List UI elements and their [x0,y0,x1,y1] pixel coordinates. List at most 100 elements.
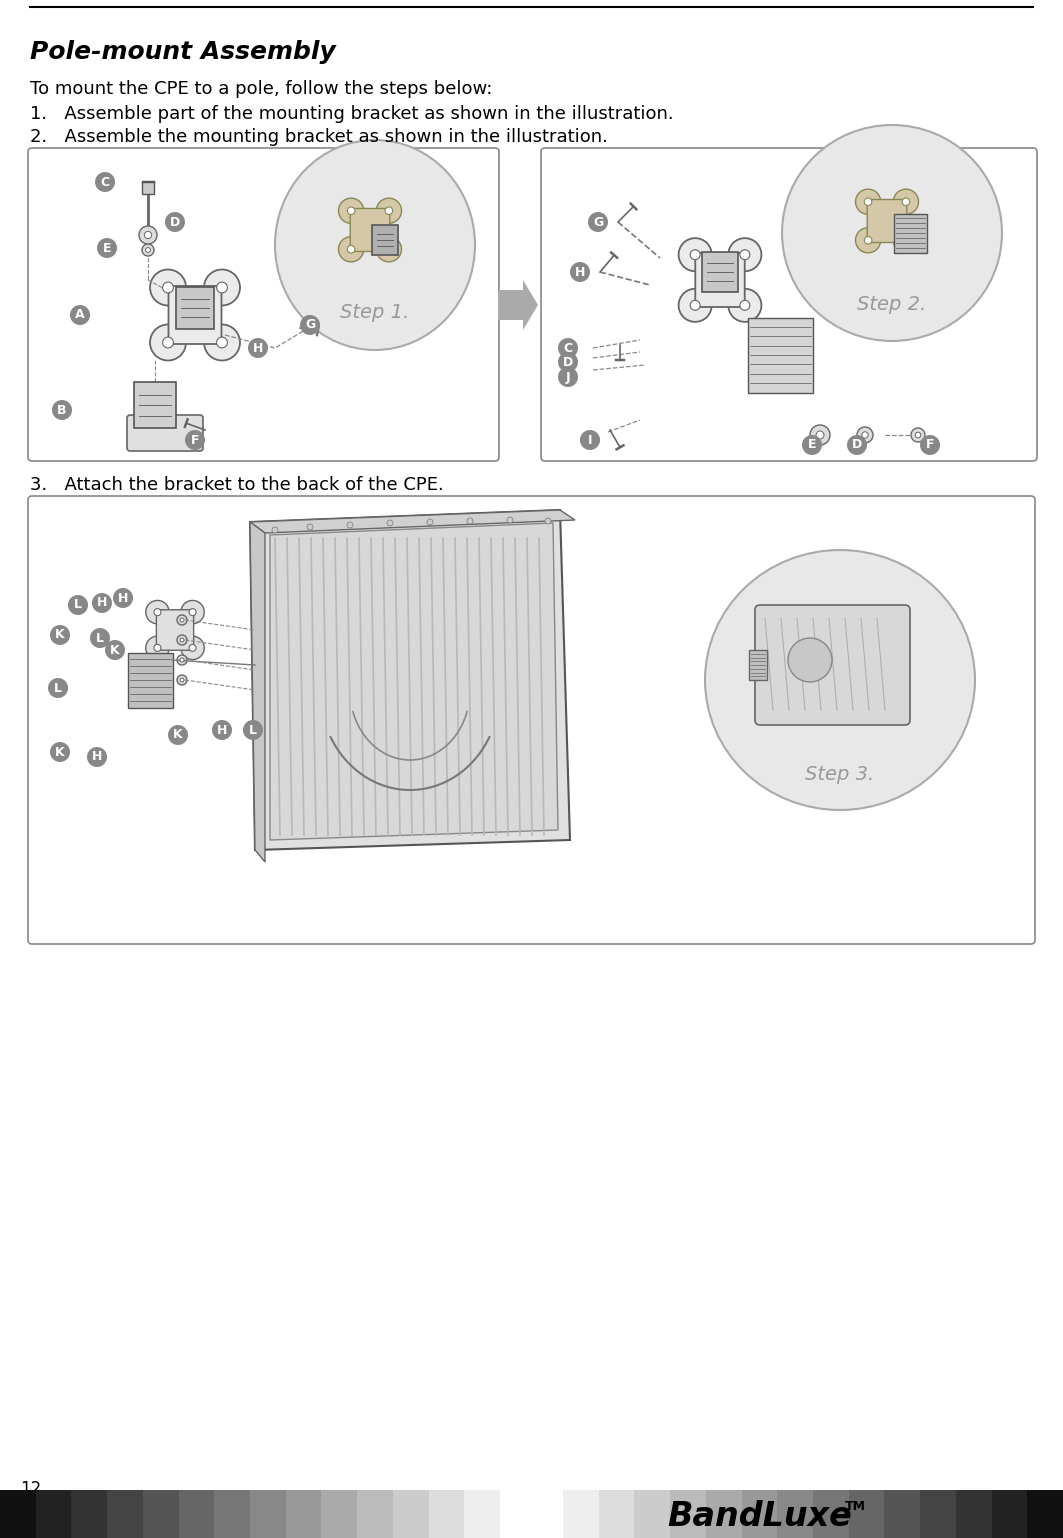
Circle shape [189,644,196,652]
Bar [1027,1490,1063,1538]
Text: L: L [74,598,82,612]
Text: Step 1.: Step 1. [340,303,409,323]
Bar [635,1490,670,1538]
Circle shape [142,245,154,255]
Text: A: A [75,309,85,321]
Text: C: C [563,341,573,354]
FancyBboxPatch shape [867,200,907,243]
Bar [500,1490,563,1538]
Text: G: G [305,318,315,332]
FancyBboxPatch shape [126,415,203,451]
Text: BandLuxe: BandLuxe [668,1500,853,1532]
Text: 12: 12 [20,1480,41,1498]
Circle shape [338,237,364,261]
Circle shape [180,638,184,641]
Polygon shape [250,521,265,861]
Circle shape [919,435,940,455]
Circle shape [507,517,513,523]
Bar [884,1490,921,1538]
Polygon shape [250,511,575,534]
Circle shape [864,237,872,245]
Polygon shape [250,511,570,851]
Text: H: H [97,597,107,609]
FancyBboxPatch shape [28,148,499,461]
Text: E: E [103,241,112,254]
Circle shape [588,212,608,232]
Circle shape [427,518,433,524]
Circle shape [212,720,232,740]
Circle shape [558,368,578,388]
Circle shape [150,269,186,306]
Circle shape [857,428,873,443]
Circle shape [788,638,832,681]
Text: F: F [190,434,199,446]
FancyBboxPatch shape [695,252,745,308]
Text: C: C [100,175,109,189]
Circle shape [50,624,70,644]
Circle shape [165,212,185,232]
Circle shape [68,595,88,615]
Text: E: E [808,438,816,452]
Circle shape [185,431,205,451]
Text: 3.   Attach the bracket to the back of the CPE.: 3. Attach the bracket to the back of the… [30,475,443,494]
Circle shape [90,628,109,647]
Bar [428,1490,465,1538]
Circle shape [376,237,402,261]
Circle shape [902,198,910,206]
FancyBboxPatch shape [372,226,399,255]
FancyBboxPatch shape [28,495,1035,944]
Text: I: I [588,434,592,446]
Text: F: F [926,438,934,452]
Ellipse shape [705,551,975,811]
Text: L: L [96,632,104,644]
Text: H: H [118,592,129,604]
Bar [465,1490,500,1538]
Text: Pole-mount Assembly: Pole-mount Assembly [30,40,336,65]
Circle shape [816,431,824,438]
Polygon shape [270,523,558,840]
Circle shape [139,226,157,245]
Text: D: D [170,215,180,229]
Circle shape [217,337,227,348]
Circle shape [728,289,761,321]
Circle shape [856,189,881,214]
Circle shape [50,741,70,761]
Text: 1.   Assemble part of the mounting bracket as shown in the illustration.: 1. Assemble part of the mounting bracket… [30,105,674,123]
Circle shape [893,189,918,214]
Bar [706,1490,742,1538]
Bar [142,1490,179,1538]
Text: To mount the CPE to a pole, follow the steps below:: To mount the CPE to a pole, follow the s… [30,80,492,98]
Circle shape [146,637,169,660]
Circle shape [856,228,881,252]
Bar [393,1490,428,1538]
Circle shape [385,208,392,214]
Circle shape [145,231,152,238]
Circle shape [690,300,701,311]
Bar [0,1490,36,1538]
Circle shape [902,237,910,245]
Text: 2.   Assemble the mounting bracket as shown in the illustration.: 2. Assemble the mounting bracket as show… [30,128,608,146]
Bar [956,1490,992,1538]
Text: B: B [57,403,67,417]
Circle shape [163,281,173,292]
Circle shape [163,337,173,348]
Bar [813,1490,848,1538]
Circle shape [105,640,125,660]
Bar [357,1490,393,1538]
Circle shape [740,249,749,260]
Circle shape [146,600,169,624]
Bar [894,214,927,252]
Circle shape [893,228,918,252]
FancyBboxPatch shape [755,604,910,724]
Bar [250,1490,286,1538]
Text: Step 3.: Step 3. [806,766,875,784]
Circle shape [570,261,590,281]
Circle shape [387,520,393,526]
Circle shape [87,747,107,767]
Text: H: H [575,266,586,278]
Circle shape [385,246,392,254]
Circle shape [376,198,402,223]
Circle shape [545,518,551,524]
Bar [777,1490,813,1538]
Circle shape [92,594,112,614]
